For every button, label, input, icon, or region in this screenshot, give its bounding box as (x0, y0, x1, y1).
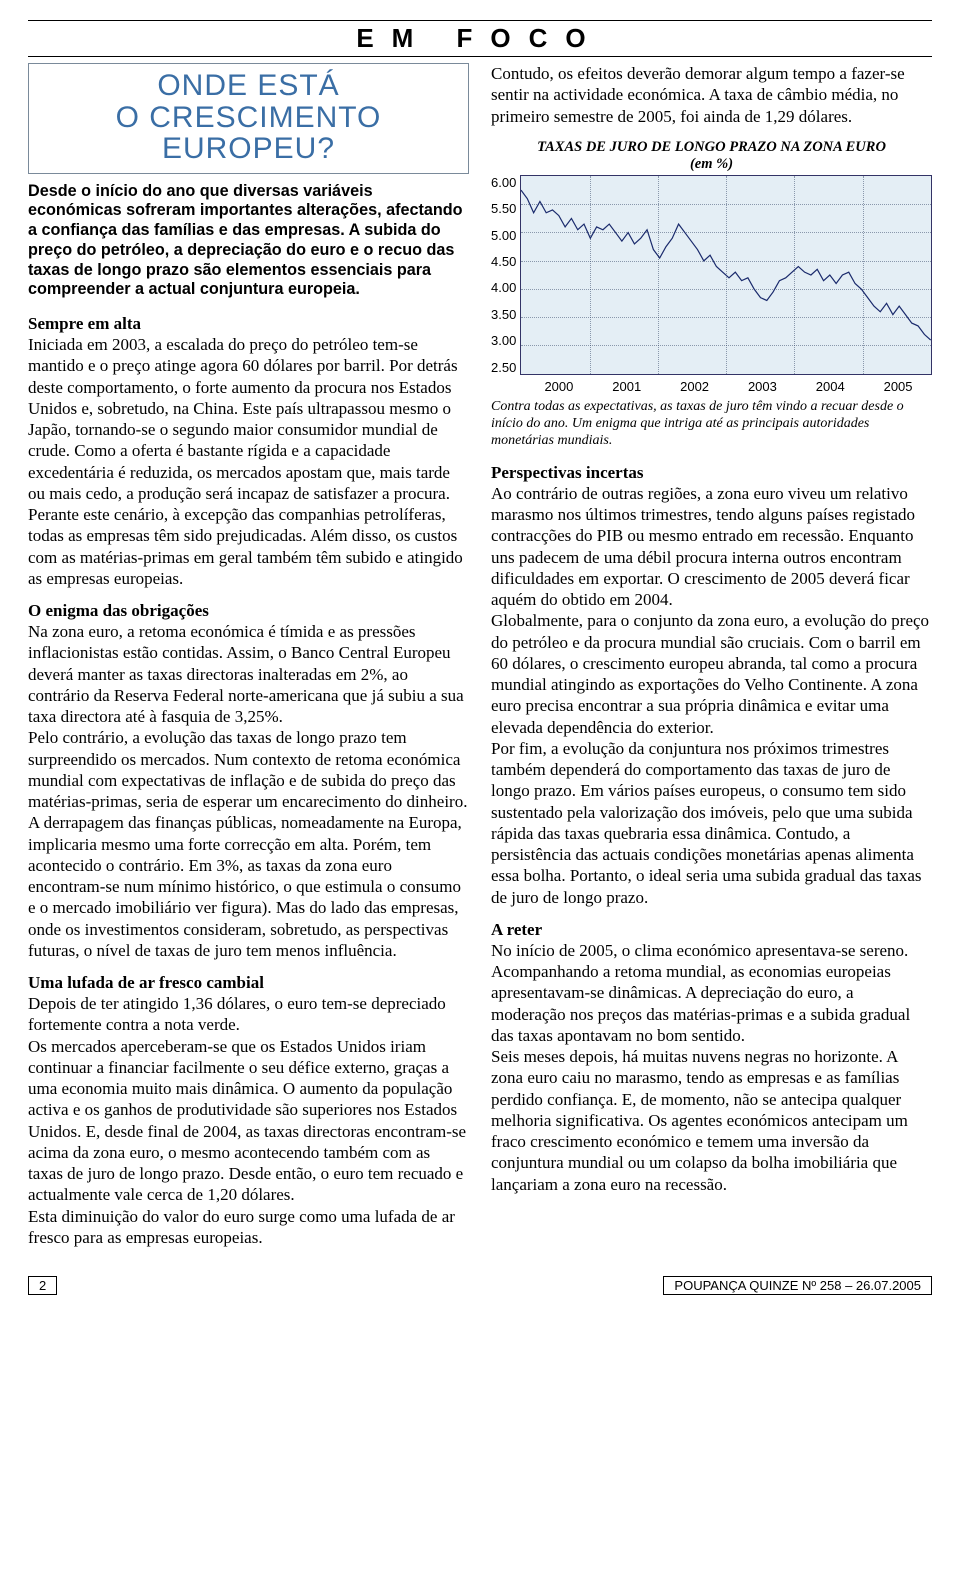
page-number: 2 (28, 1276, 57, 1295)
page-footer: 2 POUPANÇA QUINZE Nº 258 – 26.07.2005 (28, 1276, 932, 1295)
chart-y-tick: 3.50 (491, 307, 516, 322)
chart-x-tick: 2005 (864, 379, 932, 394)
chart-x-tick: 2003 (728, 379, 796, 394)
section3-heading: Uma lufada de ar fresco cambial (28, 973, 469, 993)
chart-y-tick: 5.50 (491, 201, 516, 216)
section1-heading: Sempre em alta (28, 314, 469, 334)
chart-y-tick: 4.50 (491, 254, 516, 269)
chart-x-tick: 2001 (593, 379, 661, 394)
left-column: ONDE ESTÁ O CRESCIMENTO EUROPEU? Desde o… (28, 63, 469, 1260)
chart-x-tick: 2000 (525, 379, 593, 394)
chart-y-tick: 2.50 (491, 360, 516, 375)
section2-heading: O enigma das obrigações (28, 601, 469, 621)
chart-x-tick: 2004 (796, 379, 864, 394)
section1-body: Iniciada em 2003, a escalada do preço do… (28, 334, 469, 589)
section4-heading: Perspectivas incertas (491, 463, 932, 483)
publication-info: POUPANÇA QUINZE Nº 258 – 26.07.2005 (663, 1276, 932, 1295)
chart-y-tick: 4.00 (491, 280, 516, 295)
section5-heading: A reter (491, 920, 932, 940)
title-box: ONDE ESTÁ O CRESCIMENTO EUROPEU? (28, 63, 469, 174)
intro-paragraph: Desde o início do ano que diversas variá… (28, 182, 469, 301)
section5-body: No início de 2005, o clima económico apr… (491, 940, 932, 1195)
chart-x-axis: 200020012002200320042005 (525, 379, 932, 394)
headline-line1: ONDE ESTÁ (39, 70, 458, 102)
section4-body: Ao contrário de outras regiões, a zona e… (491, 483, 932, 908)
chart-y-tick: 6.00 (491, 175, 516, 190)
chart-caption: Contra todas as expectativas, as taxas d… (491, 398, 932, 449)
section2-body: Na zona euro, a retoma económica é tímid… (28, 621, 469, 961)
right-column: Contudo, os efeitos deverão demorar algu… (491, 63, 932, 1260)
chart-plot-area (520, 175, 932, 375)
content-columns: ONDE ESTÁ O CRESCIMENTO EUROPEU? Desde o… (28, 63, 932, 1260)
chart-y-tick: 5.00 (491, 228, 516, 243)
right-intro: Contudo, os efeitos deverão demorar algu… (491, 63, 932, 127)
section3-body: Depois de ter atingido 1,36 dólares, o e… (28, 993, 469, 1248)
chart-y-tick: 3.00 (491, 333, 516, 348)
chart-container: 6.00 5.50 5.00 4.50 4.00 3.50 3.00 2.50 (491, 175, 932, 375)
chart-x-tick: 2002 (661, 379, 729, 394)
headline-line2: O CRESCIMENTO EUROPEU? (39, 102, 458, 165)
chart-title: TAXAS DE JURO DE LONGO PRAZO NA ZONA EUR… (491, 139, 932, 173)
chart-y-axis: 6.00 5.50 5.00 4.50 4.00 3.50 3.00 2.50 (491, 175, 520, 375)
masthead: EM FOCO (28, 20, 932, 57)
